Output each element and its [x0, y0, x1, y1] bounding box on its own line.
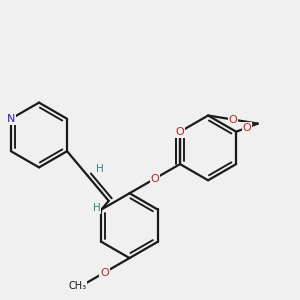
Text: O: O	[243, 123, 251, 133]
Text: O: O	[100, 268, 109, 278]
Text: O: O	[150, 174, 159, 184]
Text: N: N	[7, 114, 15, 124]
Text: O: O	[176, 127, 184, 137]
Text: H: H	[96, 164, 104, 173]
Text: H: H	[93, 203, 101, 213]
Text: CH₃: CH₃	[68, 281, 86, 291]
Text: O: O	[229, 115, 237, 124]
